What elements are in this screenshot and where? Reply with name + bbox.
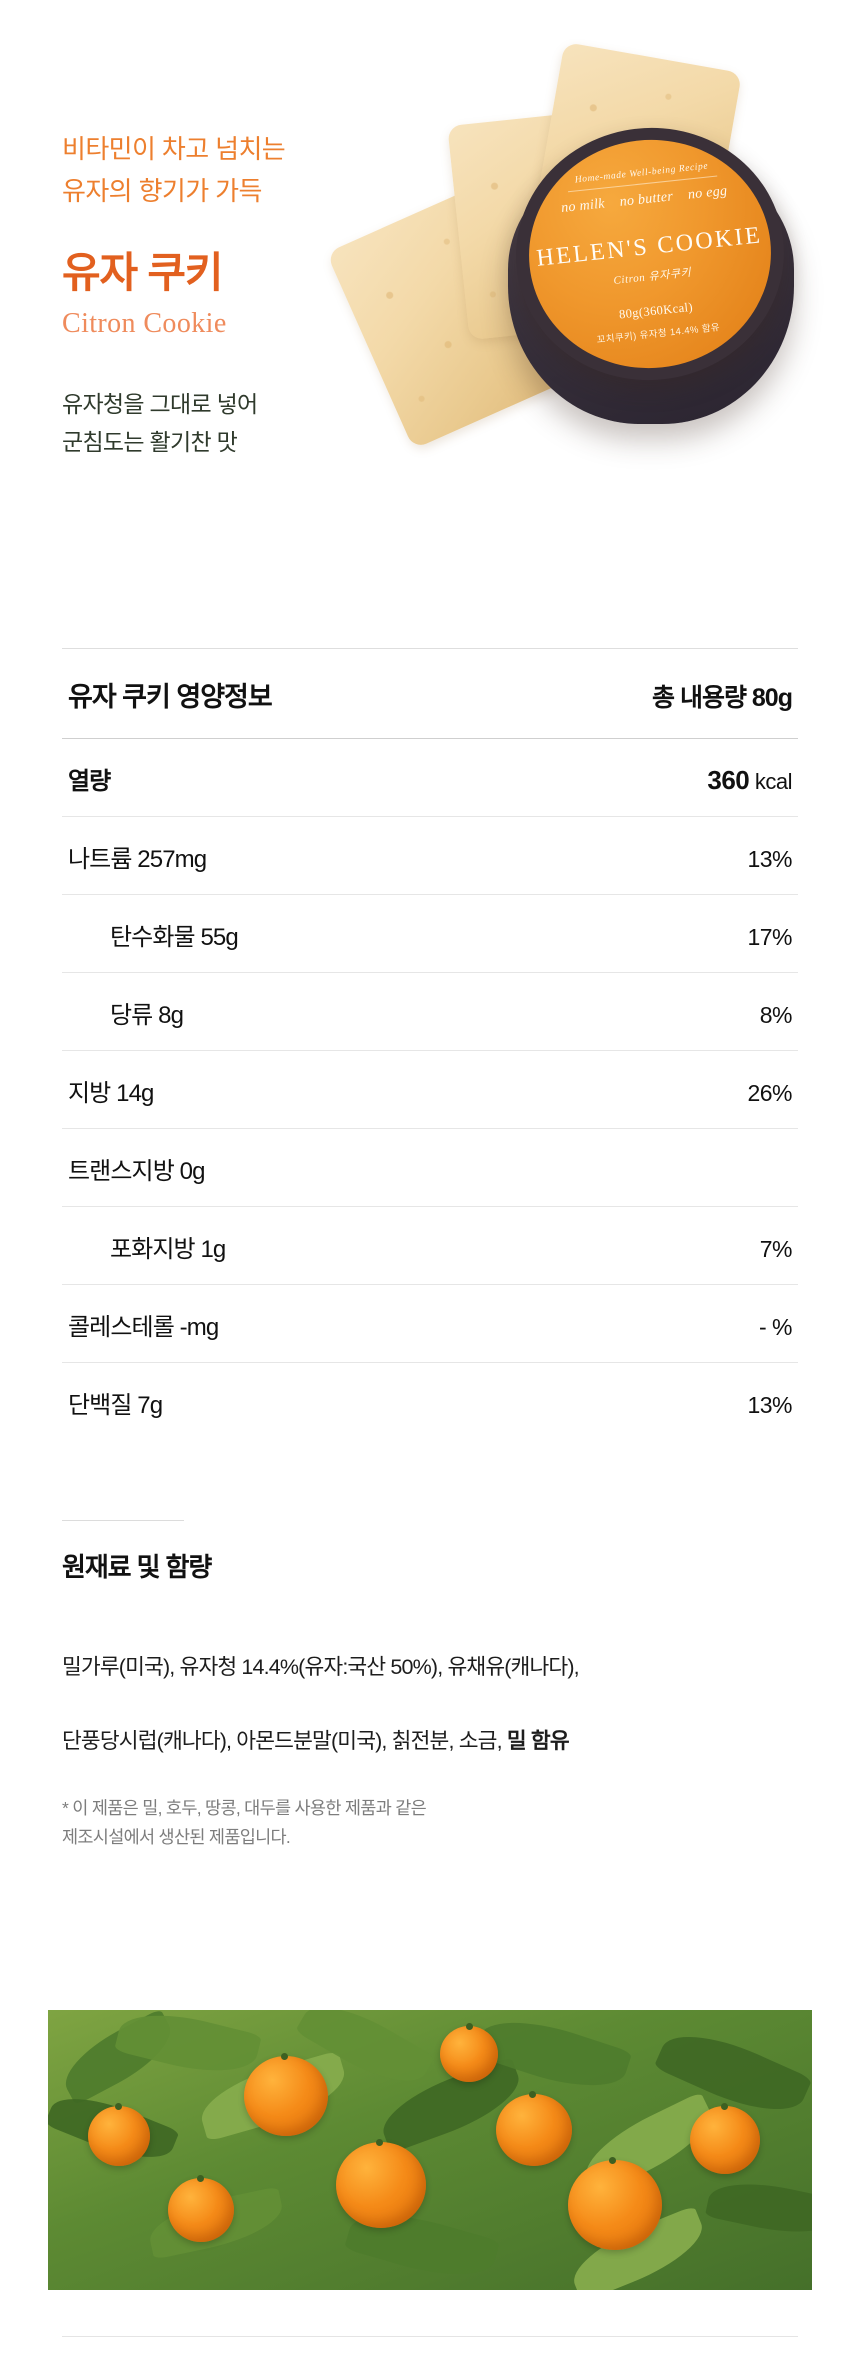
- nutrition-row: 열량 360 kcal: [62, 738, 798, 816]
- hero-section: 비타민이 차고 넘치는 유자의 향기가 가득 유자 쿠키 Citron Cook…: [0, 0, 860, 600]
- nutrition-rows-container: 열량 360 kcal 나트륨 257mg 13% 탄수화물 55g 17% 당류 8g 8%…: [62, 738, 798, 1440]
- ingredients-divider: [62, 1520, 184, 1521]
- tin-korean-note: 꼬치쿠키) 유자청 14.4% 함유: [596, 322, 721, 347]
- nutrition-row-value: 13%: [747, 846, 792, 872]
- nutrition-row-value: - %: [759, 1314, 793, 1340]
- citrus-fruit: [244, 2053, 328, 2136]
- leaf-shape: [114, 2010, 262, 2085]
- nutrition-row-label: 포화지방 1g: [110, 1236, 226, 1263]
- citrus-fruit: [168, 2175, 234, 2242]
- leaf-shape: [704, 2172, 812, 2244]
- tin-brand-name: HELEN'S COOKIE: [535, 222, 764, 272]
- nutrition-row-label: 지방 14g: [68, 1080, 154, 1107]
- nutrition-row: 탄수화물 55g 17%: [62, 894, 798, 972]
- nutrition-row-label: 탄수화물 55g: [110, 924, 239, 951]
- nutrition-top-divider: [62, 648, 798, 649]
- nutrition-facts-section: 유자 쿠키 영양정보 총 내용량 80g 열량 360 kcal 나트륨 257mg…: [62, 648, 798, 1440]
- citrus-fruit: [88, 2103, 150, 2166]
- citrus-orchard-photo: [48, 2010, 812, 2290]
- nutrition-row-label: 열량: [68, 768, 111, 795]
- ingredients-line-1: 밀가루(미국), 유자청 14.4%(유자:국산 50%), 유채유(캐나다),: [62, 1654, 580, 1679]
- citrus-fruit: [336, 2139, 426, 2228]
- nutrition-total-weight: 총 내용량 80g: [652, 684, 793, 712]
- nutrition-row-value: 360 kcal: [707, 765, 792, 795]
- tin-variant-name: Citron 유자쿠키: [612, 266, 692, 287]
- citrus-fruit: [496, 2091, 572, 2166]
- ingredients-section: 원재료 및 함량 밀가루(미국), 유자청 14.4%(유자:국산 50%), …: [62, 1520, 798, 1853]
- citrus-fruit: [568, 2157, 662, 2250]
- nutrition-row: 지방 14g 26%: [62, 1050, 798, 1128]
- citrus-fruit: [690, 2103, 760, 2174]
- claim-no-butter: no butter: [618, 189, 674, 210]
- tin-weight: 80g(360Kcal): [618, 299, 694, 322]
- nutrition-row: 나트륨 257mg 13%: [62, 816, 798, 894]
- nutrition-row-label: 트랜스지방 0g: [68, 1158, 205, 1185]
- ingredients-title: 원재료 및 함량: [62, 1552, 212, 1582]
- nutrition-row-value: 8%: [759, 1002, 793, 1028]
- product-package-image: Home-made Well-being Recipe no milk no b…: [326, 30, 860, 560]
- tin-label-face: Home-made Well-being Recipe no milk no b…: [517, 127, 783, 381]
- hero-text-block: 비타민이 차고 넘치는 유자의 향기가 가득 유자 쿠키 Citron Cook…: [62, 128, 392, 461]
- nutrition-row-value: 13%: [747, 1392, 792, 1418]
- page-bottom-divider: [62, 2336, 798, 2337]
- nutrition-title: 유자 쿠키 영양정보: [68, 682, 273, 712]
- nutrition-row-value: 26%: [747, 1080, 792, 1106]
- claim-no-milk: no milk: [560, 196, 606, 216]
- nutrition-header-row: 유자 쿠키 영양정보 총 내용량 80g: [62, 649, 798, 738]
- ingredients-list: 밀가루(미국), 유자청 14.4%(유자:국산 50%), 유채유(캐나다),…: [62, 1612, 798, 1760]
- hero-kicker: 비타민이 차고 넘치는 유자의 향기가 가득: [62, 134, 286, 207]
- nutrition-row: 포화지방 1g 7%: [62, 1206, 798, 1284]
- allergen-disclaimer: * 이 제품은 밀, 호두, 땅콩, 대두를 사용한 제품과 같은 제조시설에서…: [62, 1797, 427, 1848]
- product-title-en: Citron Cookie: [62, 308, 227, 340]
- hero-description: 유자청을 그대로 넣어 군침도는 활기찬 맛: [62, 391, 258, 455]
- ingredients-line-2: 단풍당시럽(캐나다), 아몬드분말(미국), 칡전분, 소금,: [62, 1728, 507, 1753]
- nutrition-row: 단백질 7g 13%: [62, 1362, 798, 1440]
- tin-tagline: Home-made Well-being Recipe: [574, 161, 709, 186]
- nutrition-row-label: 단백질 7g: [68, 1392, 163, 1419]
- claim-no-egg: no egg: [687, 183, 729, 203]
- product-title-ko: 유자 쿠키: [62, 249, 223, 297]
- nutrition-row-value: 17%: [747, 924, 792, 950]
- nutrition-row-label: 콜레스테롤 -mg: [68, 1314, 219, 1341]
- nutrition-row: 콜레스테롤 -mg - %: [62, 1284, 798, 1362]
- nutrition-row-label: 당류 8g: [110, 1002, 184, 1029]
- nutrition-row-value: 7%: [759, 1236, 793, 1262]
- nutrition-row-label: 나트륨 257mg: [68, 846, 207, 873]
- citrus-fruit: [440, 2023, 498, 2082]
- ingredients-allergen: 밀 함유: [506, 1728, 570, 1753]
- nutrition-row: 트랜스지방 0g: [62, 1128, 798, 1206]
- nutrition-row: 당류 8g 8%: [62, 972, 798, 1050]
- citrus-photo-figure: [48, 2010, 812, 2290]
